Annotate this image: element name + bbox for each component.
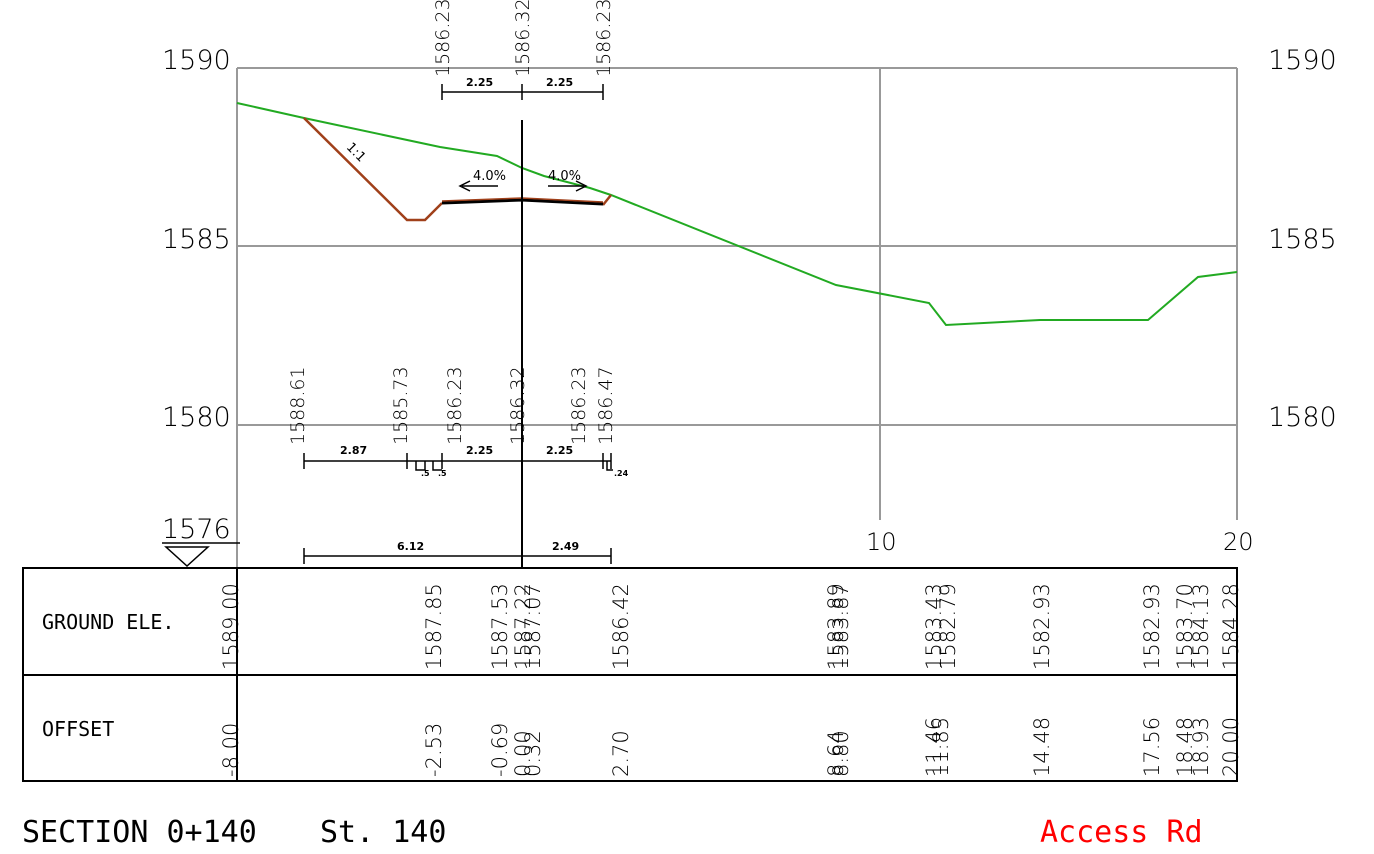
offset-row-title: OFFSET bbox=[42, 717, 114, 741]
ground-value: 1589.00 bbox=[219, 583, 243, 670]
elev-label-left-1590: 1590 bbox=[162, 45, 231, 76]
right-arrow-icon bbox=[548, 180, 588, 192]
overall-width-left: 6.12 bbox=[397, 540, 424, 553]
ground-value: 1582.93 bbox=[1030, 583, 1054, 670]
offset-value: 20.00 bbox=[1219, 717, 1243, 777]
right-crossfall-label: 4.0% bbox=[548, 169, 581, 184]
offset-value: -2.53 bbox=[422, 723, 446, 777]
offset-value: 8.64 bbox=[824, 730, 848, 777]
bottom-small-width-3: .24 bbox=[614, 469, 629, 478]
ground-value: 1584.13 bbox=[1189, 583, 1213, 670]
offset-value: 14.48 bbox=[1030, 717, 1054, 777]
top-elev-center: 1586.32 bbox=[512, 0, 534, 77]
offset-value: 0.32 bbox=[521, 730, 545, 777]
road-name-label: Access Rd bbox=[1040, 815, 1203, 850]
offset-value: -0.69 bbox=[488, 723, 512, 777]
ground-value: 1587.53 bbox=[488, 583, 512, 670]
ground-value: 1582.79 bbox=[936, 583, 960, 670]
bottom-elev-5: 1586.23 bbox=[568, 366, 590, 445]
top-dimension-line bbox=[441, 84, 604, 100]
datum-triangle-icon bbox=[164, 546, 210, 568]
ground-value: 1587.22 bbox=[511, 583, 535, 670]
ground-values: 1589.00 1587.85 1587.53 1587.22 1587.07 … bbox=[219, 583, 1243, 670]
bottom-elev-1: 1588.61 bbox=[287, 366, 309, 445]
offset-tick-10: 10 bbox=[866, 528, 897, 556]
offset-value: 0.00 bbox=[511, 730, 535, 777]
ground-value: 1583.87 bbox=[829, 583, 853, 670]
top-elev-right: 1586.23 bbox=[593, 0, 615, 77]
offset-tick-20: 20 bbox=[1223, 528, 1254, 556]
cut-slope-line bbox=[303, 117, 443, 222]
offset-value: 18.48 bbox=[1173, 717, 1197, 777]
bottom-width-2: 2.25 bbox=[466, 444, 493, 457]
ground-profile-line bbox=[236, 102, 1238, 327]
offset-value: -8.00 bbox=[219, 723, 243, 777]
ground-value: 1583.89 bbox=[824, 583, 848, 670]
offset-value: 18.93 bbox=[1189, 717, 1213, 777]
offset-value: 11.46 bbox=[922, 717, 946, 777]
offset-values: -8.00 -2.53 -0.69 0.00 0.32 2.70 8.64 8.… bbox=[219, 717, 1243, 777]
station-label: St. 140 bbox=[320, 815, 446, 850]
ground-value: 1582.93 bbox=[1140, 583, 1164, 670]
plot-grid bbox=[236, 67, 1238, 568]
left-crossfall-label: 4.0% bbox=[473, 169, 506, 184]
fill-slope-line bbox=[602, 194, 612, 206]
offset-value: 17.56 bbox=[1140, 717, 1164, 777]
left-arrow-icon bbox=[458, 180, 498, 192]
ground-value: 1586.42 bbox=[609, 583, 633, 670]
bottom-dimension-line bbox=[303, 453, 613, 471]
datum-label: 1576 bbox=[162, 514, 231, 545]
ground-value: 1583.43 bbox=[922, 583, 946, 670]
bottom-small-width-2: .5 bbox=[438, 469, 447, 478]
top-width-right: 2.25 bbox=[546, 76, 573, 89]
elev-label-left-1580: 1580 bbox=[162, 402, 231, 433]
ground-value: 1587.85 bbox=[422, 583, 446, 670]
overall-dimension-line bbox=[303, 548, 612, 564]
ground-value: 1587.07 bbox=[521, 583, 545, 670]
elev-label-right-1580: 1580 bbox=[1268, 402, 1337, 433]
section-label: SECTION 0+140 bbox=[22, 815, 257, 850]
top-width-left: 2.25 bbox=[466, 76, 493, 89]
offset-value: 8.80 bbox=[829, 730, 853, 777]
offset-value: 2.70 bbox=[609, 730, 633, 777]
elev-label-right-1590: 1590 bbox=[1268, 45, 1337, 76]
bottom-width-1: 2.87 bbox=[340, 444, 367, 457]
bottom-elev-4: 1586.32 bbox=[507, 366, 529, 445]
ground-value: 1583.70 bbox=[1173, 583, 1197, 670]
bottom-elev-2: 1585.73 bbox=[390, 366, 412, 445]
overall-width-right: 2.49 bbox=[552, 540, 579, 553]
bottom-elev-3: 1586.23 bbox=[444, 366, 466, 445]
elev-label-right-1585: 1585 bbox=[1268, 224, 1337, 255]
data-table-frame bbox=[22, 567, 1238, 782]
elev-label-left-1585: 1585 bbox=[162, 224, 231, 255]
ground-row-title: GROUND ELE. bbox=[42, 610, 174, 634]
bottom-width-3: 2.25 bbox=[546, 444, 573, 457]
top-elev-left: 1586.23 bbox=[432, 0, 454, 77]
bottom-elev-6: 1586.47 bbox=[595, 366, 617, 445]
offset-value: 11.85 bbox=[929, 717, 953, 777]
ground-value: 1584.28 bbox=[1219, 583, 1243, 670]
bottom-small-width-1: .5 bbox=[421, 469, 430, 478]
